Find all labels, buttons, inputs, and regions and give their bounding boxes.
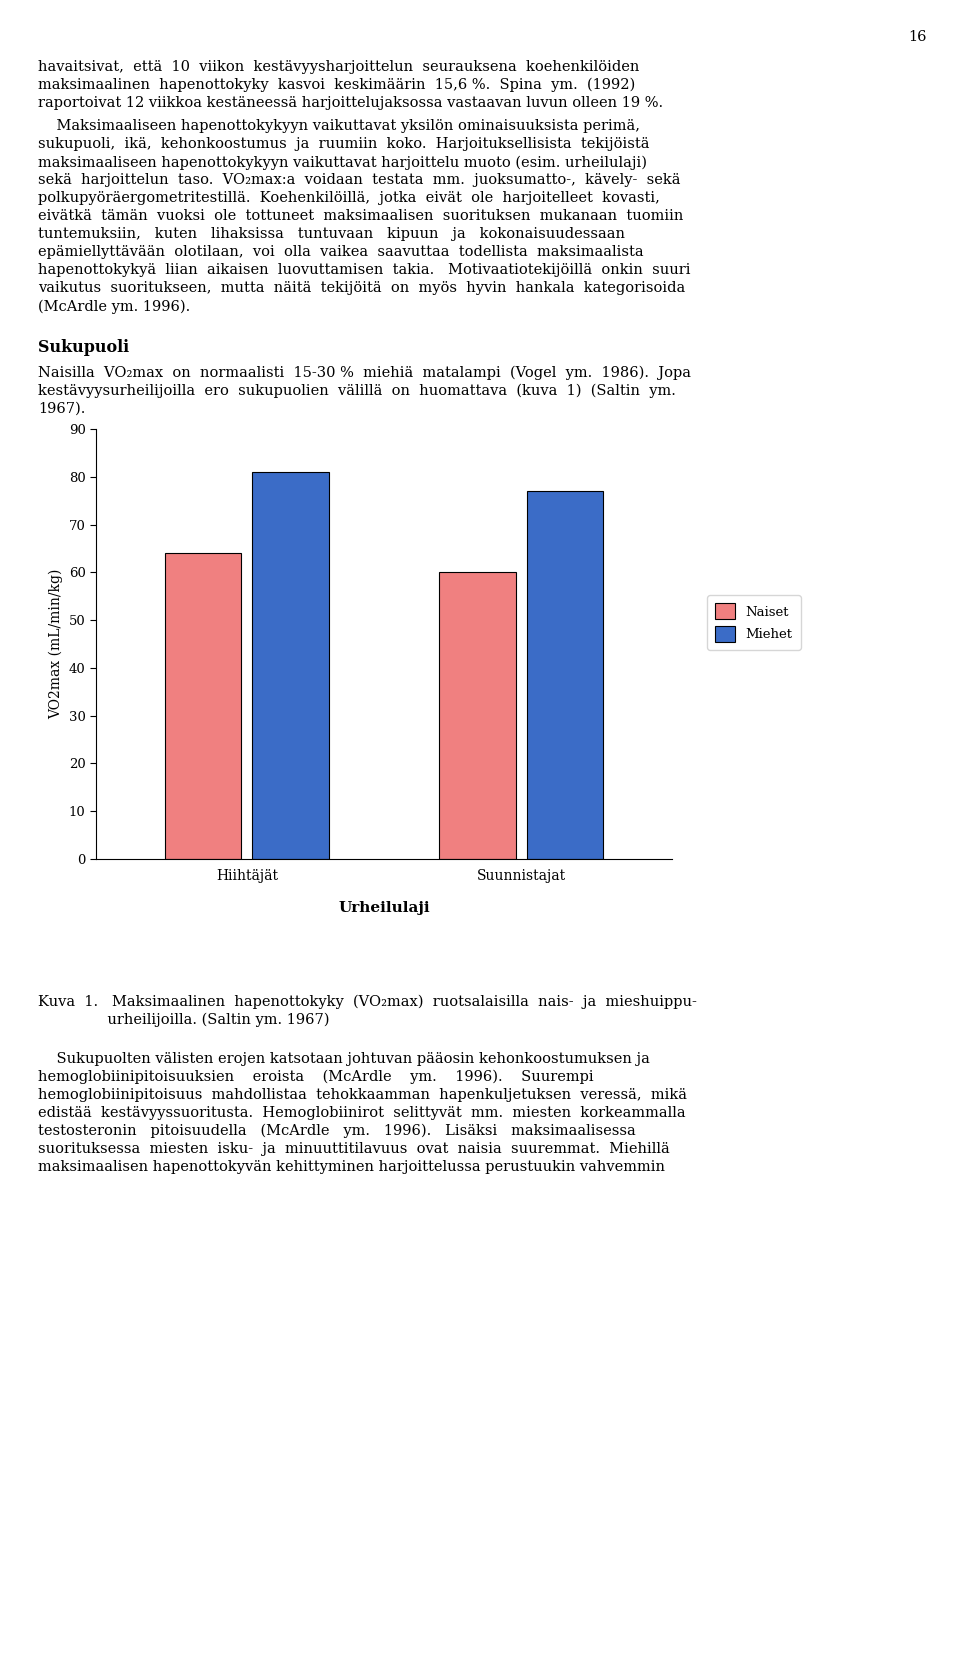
Bar	[439, 572, 516, 859]
Text: maksimaaliseen hapenottokykyyn vaikuttavat harjoittelu muoto (esim. urheilulaji): maksimaaliseen hapenottokykyyn vaikuttav…	[38, 155, 647, 170]
Y-axis label: VO2max (mL/min/kg): VO2max (mL/min/kg)	[49, 569, 63, 719]
Text: Maksimaaliseen hapenottokykyyn vaikuttavat yksilön ominaisuuksista perimä,: Maksimaaliseen hapenottokykyyn vaikuttav…	[38, 120, 640, 133]
Bar	[252, 472, 329, 859]
Text: Sukupuoli: Sukupuoli	[38, 339, 130, 355]
Text: hapenottokykyä  liian  aikaisen  luovuttamisen  takia.   Motivaatiotekijöillä  o: hapenottokykyä liian aikaisen luovuttami…	[38, 264, 690, 277]
Text: testosteronin   pitoisuudella   (McArdle   ym.   1996).   Lisäksi   maksimaalise: testosteronin pitoisuudella (McArdle ym.…	[38, 1124, 636, 1139]
Text: epämiellyttävään  olotilaan,  voi  olla  vaikea  saavuttaa  todellista  maksimaa: epämiellyttävään olotilaan, voi olla vai…	[38, 245, 643, 260]
Text: maksimaalisen hapenottokyvän kehittyminen harjoittelussa perustuukin vahvemmin: maksimaalisen hapenottokyvän kehittymine…	[38, 1159, 665, 1174]
Text: tuntemuksiin,   kuten   lihaksissa   tuntuvaan   kipuun   ja   kokonaisuudessaan: tuntemuksiin, kuten lihaksissa tuntuvaan…	[38, 227, 625, 242]
Text: Naisilla  VO₂max  on  normaalisti  15-30 %  miehiä  matalampi  (Vogel  ym.  1986: Naisilla VO₂max on normaalisti 15-30 % m…	[38, 365, 691, 380]
Text: sekä  harjoittelun  taso.  VO₂max:a  voidaan  testata  mm.  juoksumatto-,  kävel: sekä harjoittelun taso. VO₂max:a voidaan…	[38, 173, 681, 187]
Text: eivätkä  tämän  vuoksi  ole  tottuneet  maksimaalisen  suorituksen  mukanaan  tu: eivätkä tämän vuoksi ole tottuneet maksi…	[38, 210, 684, 224]
Text: hemoglobiinipitoisuus  mahdollistaa  tehokkaamman  hapenkuljetuksen  veressä,  m: hemoglobiinipitoisuus mahdollistaa tehok…	[38, 1088, 687, 1103]
Text: 1967).: 1967).	[38, 402, 85, 415]
Text: urheilijoilla. (Saltin ym. 1967): urheilijoilla. (Saltin ym. 1967)	[38, 1012, 329, 1027]
Text: edistää  kestävyyssuoritusta.  Hemoglobiinirot  selittyvät  mm.  miesten  korkea: edistää kestävyyssuoritusta. Hemoglobiin…	[38, 1106, 685, 1119]
Text: maksimaalinen  hapenottokyky  kasvoi  keskimäärin  15,6 %.  Spina  ym.  (1992): maksimaalinen hapenottokyky kasvoi keski…	[38, 78, 636, 92]
Text: Sukupuolten välisten erojen katsotaan johtuvan pääosin kehonkoostumuksen ja: Sukupuolten välisten erojen katsotaan jo…	[38, 1053, 650, 1066]
Text: Urheilulaji: Urheilulaji	[338, 901, 430, 914]
Bar	[164, 554, 241, 859]
Text: 16: 16	[908, 30, 926, 43]
Text: kestävyysurheilijoilla  ero  sukupuolien  välillä  on  huomattava  (kuva  1)  (S: kestävyysurheilijoilla ero sukupuolien v…	[38, 384, 676, 399]
Text: vaikutus  suoritukseen,  mutta  näitä  tekijöitä  on  myös  hyvin  hankala  kate: vaikutus suoritukseen, mutta näitä tekij…	[38, 282, 685, 295]
Text: hemoglobiinipitoisuuksien    eroista    (McArdle    ym.    1996).    Suurempi: hemoglobiinipitoisuuksien eroista (McArd…	[38, 1069, 593, 1084]
Text: (McArdle ym. 1996).: (McArdle ym. 1996).	[38, 299, 190, 314]
Text: raportoivat 12 viikkoa kestäneessä harjoittelujaksossa vastaavan luvun olleen 19: raportoivat 12 viikkoa kestäneessä harjo…	[38, 97, 663, 110]
Text: havaitsivat,  että  10  viikon  kestävyysharjoittelun  seurauksena  koehenkilöid: havaitsivat, että 10 viikon kestävyyshar…	[38, 60, 639, 73]
Legend: Naiset, Miehet: Naiset, Miehet	[708, 595, 801, 651]
Text: Kuva  1.   Maksimaalinen  hapenottokyky  (VO₂max)  ruotsalaisilla  nais-  ja  mi: Kuva 1. Maksimaalinen hapenottokyky (VO₂…	[38, 994, 697, 1009]
Text: suorituksessa  miesten  isku-  ja  minuuttitilavuus  ovat  naisia  suuremmat.  M: suorituksessa miesten isku- ja minuuttit…	[38, 1143, 670, 1156]
Text: sukupuoli,  ikä,  kehonkoostumus  ja  ruumiin  koko.  Harjoituksellisista  tekij: sukupuoli, ikä, kehonkoostumus ja ruumii…	[38, 137, 650, 152]
Bar	[527, 490, 604, 859]
Text: polkupyöräergometritestillä.  Koehenkilöillä,  jotka  eivät  ole  harjoitelleet : polkupyöräergometritestillä. Koehenkilöi…	[38, 192, 660, 205]
